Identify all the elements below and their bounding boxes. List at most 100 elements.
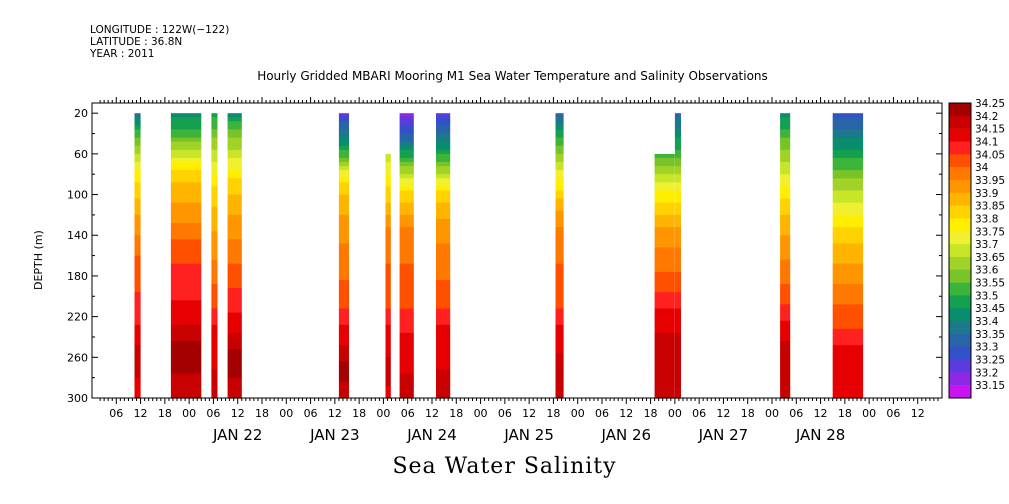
data-column-4-cell — [338, 300, 349, 305]
data-column-0-cell — [134, 190, 141, 196]
data-column-1-cell — [170, 153, 202, 159]
data-column-9-cell — [654, 259, 675, 265]
data-column-1-cell — [170, 186, 202, 192]
data-column-9-cell — [654, 337, 675, 342]
data-column-2-cell — [211, 235, 218, 240]
data-column-6-cell — [399, 255, 414, 261]
data-column-10-cell — [674, 194, 681, 200]
data-column-0-cell — [134, 389, 141, 395]
data-column-9-cell — [654, 182, 675, 187]
colorbar-swatch — [949, 244, 971, 258]
data-column-4-cell — [338, 292, 349, 297]
data-column-7-cell — [436, 365, 451, 371]
data-column-4-cell — [338, 381, 349, 387]
data-column-2-cell — [211, 178, 218, 183]
colorbar-swatch — [949, 192, 971, 206]
data-column-4-cell — [338, 373, 349, 379]
colorbar-swatch — [949, 115, 971, 129]
data-column-1-cell — [170, 332, 202, 338]
data-column-0-cell — [134, 369, 141, 375]
data-column-8-cell — [555, 353, 564, 358]
data-column-12-cell — [832, 227, 864, 232]
data-column-3-cell — [227, 349, 242, 354]
data-column-5-cell — [385, 312, 391, 318]
data-column-12-cell — [832, 284, 864, 289]
data-column-7-cell — [436, 316, 451, 322]
data-column-4-cell — [338, 296, 349, 301]
data-column-2-cell — [211, 141, 218, 147]
data-column-7-cell — [436, 385, 451, 391]
data-column-8-cell — [555, 251, 564, 257]
data-column-0-cell — [134, 162, 141, 167]
data-column-4-cell — [338, 202, 349, 208]
data-column-2-cell — [211, 267, 218, 273]
data-column-10-cell — [674, 214, 681, 220]
data-column-12-cell — [832, 219, 864, 224]
data-column-12-cell — [832, 345, 864, 350]
data-column-3-cell — [227, 263, 242, 269]
data-column-0-cell — [134, 117, 141, 122]
data-column-9-cell — [654, 377, 675, 383]
data-column-1-cell — [170, 113, 202, 118]
data-column-8-cell — [555, 393, 564, 399]
data-column-5-cell — [385, 214, 391, 220]
data-column-3-cell — [227, 153, 242, 159]
data-column-7-cell — [436, 162, 451, 167]
data-column-11-cell — [780, 284, 791, 289]
data-column-1-cell — [170, 271, 202, 277]
data-column-10-cell — [674, 373, 681, 379]
data-column-4-cell — [338, 149, 349, 155]
data-column-11-cell — [780, 353, 791, 358]
data-column-3-cell — [227, 129, 242, 135]
data-column-3-cell — [227, 259, 242, 265]
data-column-8-cell — [555, 275, 564, 281]
data-column-9-cell — [654, 275, 675, 281]
data-column-8-cell — [555, 190, 564, 196]
data-column-6-cell — [399, 121, 414, 126]
data-column-12-cell — [832, 153, 864, 159]
data-column-4-cell — [338, 328, 349, 334]
data-column-2-cell — [211, 292, 218, 297]
y-tick-label: 60 — [74, 148, 88, 161]
data-column-10-cell — [674, 385, 681, 391]
data-column-4-cell — [338, 267, 349, 273]
colorbar-swatch — [949, 282, 971, 296]
data-column-7-cell — [436, 300, 451, 305]
x-tick-label: 06 — [498, 407, 512, 420]
data-column-8-cell — [555, 227, 564, 232]
data-column-8-cell — [555, 300, 564, 305]
data-column-1-cell — [170, 247, 202, 253]
data-column-4-cell — [338, 162, 349, 167]
data-column-2-cell — [211, 198, 218, 204]
data-column-4-cell — [338, 239, 349, 244]
data-column-8-cell — [555, 198, 564, 204]
data-column-11-cell — [780, 198, 791, 204]
data-column-1-cell — [170, 267, 202, 273]
colorbar-label: 33.9 — [975, 188, 998, 200]
data-column-5-cell — [385, 157, 391, 163]
data-column-0-cell — [134, 133, 141, 139]
data-column-12-cell — [832, 357, 864, 362]
data-column-2-cell — [211, 202, 218, 208]
data-column-5-cell — [385, 349, 391, 354]
data-column-2-cell — [211, 231, 218, 236]
data-column-2-cell — [211, 117, 218, 122]
data-column-10-cell — [674, 316, 681, 322]
data-column-7-cell — [436, 369, 451, 375]
data-column-7-cell — [436, 251, 451, 257]
data-column-1-cell — [170, 349, 202, 354]
data-column-5-cell — [385, 341, 391, 346]
data-column-5-cell — [385, 202, 391, 208]
data-column-5-cell — [385, 385, 391, 391]
data-column-10-cell — [674, 292, 681, 297]
data-column-0-cell — [134, 341, 141, 346]
data-column-1-cell — [170, 210, 202, 216]
data-column-4-cell — [338, 214, 349, 220]
data-column-5-cell — [385, 219, 391, 224]
data-column-5-cell — [385, 337, 391, 342]
data-column-0-cell — [134, 328, 141, 334]
data-column-0-cell — [134, 361, 141, 367]
data-column-5-cell — [385, 153, 391, 159]
data-column-5-cell — [385, 263, 391, 269]
data-column-11-cell — [780, 389, 791, 395]
